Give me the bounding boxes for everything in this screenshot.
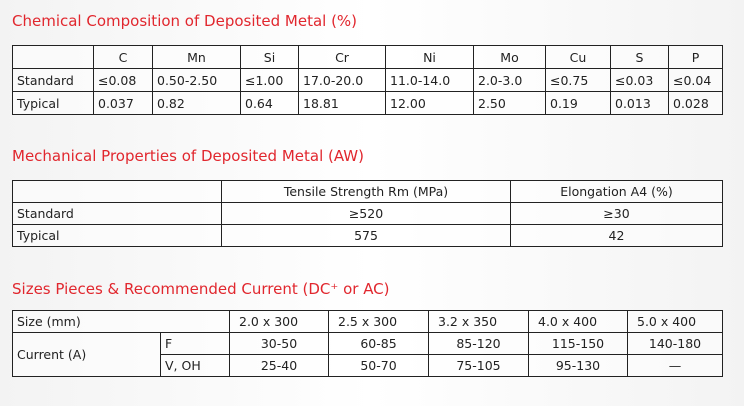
table-cell: 30-50 <box>229 332 329 355</box>
section-title: Sizes Pieces & Recommended Current (DC⁺ … <box>12 280 390 298</box>
chemical-table: C Mn Si Cr Ni Mo Cu S P Standard ≤0.08 0.50-2.50 ≤1.… <box>12 45 723 115</box>
table-cell: Ni <box>385 45 474 69</box>
table-cell: Typical <box>12 224 222 247</box>
table-cell: 0.028 <box>668 91 723 115</box>
table-row: Standard ≤0.08 0.50-2.50 ≤1.00 17.0-20.0 11.0… <box>12 68 723 92</box>
table-cell: 0.037 <box>93 91 153 115</box>
table-row: Standard ≥520 ≥30 <box>12 202 723 225</box>
table-cell: Cu <box>545 45 611 69</box>
table-cell: Si <box>240 45 299 69</box>
table-cell: V, OH <box>160 354 230 377</box>
table-cell: 42 <box>510 224 723 247</box>
table-cell: 0.50-2.50 <box>152 68 241 92</box>
table-row: Current (A) F 30-50 60-85 85-120 115-150 140-1… <box>12 332 723 377</box>
table-cell: Standard <box>12 202 222 225</box>
table-row: Typical 0.037 0.82 0.64 18.81 12.00 2.50 0.19 0.… <box>12 91 723 115</box>
table-cell: Standard <box>12 68 94 92</box>
table-cell: 60-85 <box>328 332 429 355</box>
table-cell: 0.64 <box>240 91 299 115</box>
table-cell: ≤0.08 <box>93 68 153 92</box>
table-cell: 75-105 <box>428 354 529 377</box>
section-title: Mechanical Properties of Deposited Metal… <box>12 147 364 165</box>
table-cell: Cr <box>298 45 386 69</box>
table-cell: ≤1.00 <box>240 68 299 92</box>
table-cell: ≤0.75 <box>545 68 611 92</box>
table-cell: 25-40 <box>229 354 329 377</box>
table-cell: P <box>668 45 723 69</box>
table-row: Typical 575 42 <box>12 224 723 247</box>
table-cell: 18.81 <box>298 91 386 115</box>
table-row: C Mn Si Cr Ni Mo Cu S P <box>12 45 723 69</box>
table-cell: 4.0 x 400 <box>528 310 628 333</box>
table-cell: 140-180 <box>627 332 723 355</box>
table-cell <box>12 180 222 203</box>
table-cell <box>12 45 94 69</box>
table-cell: Current (A) <box>12 332 161 377</box>
table-cell: 0.82 <box>152 91 241 115</box>
table-cell: Elongation A4 (%) <box>510 180 723 203</box>
table-cell: Mo <box>473 45 546 69</box>
table-cell: 11.0-14.0 <box>385 68 474 92</box>
table-cell: 0.19 <box>545 91 611 115</box>
table-row: V, OH 25-40 50-70 75-105 95-130— <box>13 354 723 377</box>
table-cell: ≥520 <box>221 202 511 225</box>
section-title: Chemical Composition of Deposited Metal … <box>12 12 358 30</box>
sizes-table: Size (mm) 2.0 x 300 2.5 x 300 3.2 x 350 4.0 … <box>12 310 723 377</box>
table-cell: ≥30 <box>510 202 723 225</box>
table-cell: 0.013 <box>610 91 669 115</box>
table-cell: — <box>627 354 723 377</box>
table-cell: 2.0 x 300 <box>229 310 329 333</box>
table-cell: F <box>160 332 230 355</box>
table-cell: 50-70 <box>328 354 429 377</box>
table-cell: 5.0 x 400 <box>627 310 723 333</box>
table-row: Tensile Strength Rm (MPa) Elongation A4 (… <box>12 180 723 203</box>
table-row: Size (mm) 2.0 x 300 2.5 x 300 3.2 x 350 4.0 … <box>12 310 723 333</box>
table-cell: 17.0-20.0 <box>298 68 386 92</box>
table-cell: Size (mm) <box>12 310 230 333</box>
table-cell: Mn <box>152 45 241 69</box>
table-cell: 2.50 <box>473 91 546 115</box>
table-cell: 2.0-3.0 <box>473 68 546 92</box>
table-cell: 95-130 <box>528 354 628 377</box>
table-cell: 2.5 x 300 <box>328 310 429 333</box>
table-cell: ≤0.03 <box>610 68 669 92</box>
table-cell: 575 <box>221 224 511 247</box>
table-cell: Typical <box>12 91 94 115</box>
table-cell: Tensile Strength Rm (MPa) <box>221 180 511 203</box>
table-cell: 115-150 <box>528 332 628 355</box>
mechanical-table: Tensile Strength Rm (MPa) Elongation A4 (… <box>12 180 723 247</box>
table-cell: 3.2 x 350 <box>428 310 529 333</box>
table-cell: ≤0.04 <box>668 68 723 92</box>
table-cell: S <box>610 45 669 69</box>
table-cell: C <box>93 45 153 69</box>
table-cell: 12.00 <box>385 91 474 115</box>
table-cell: 85-120 <box>428 332 529 355</box>
